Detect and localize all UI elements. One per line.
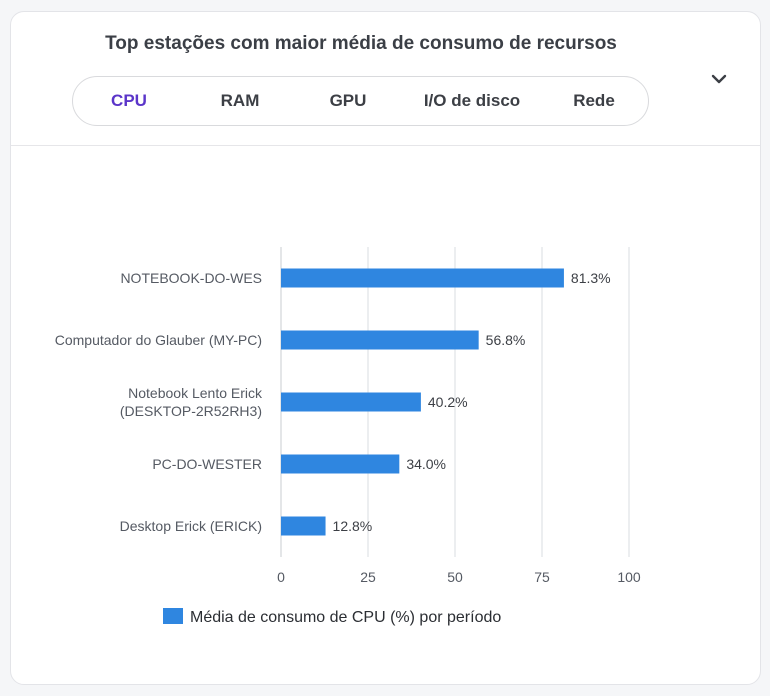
x-tick-label: 0 <box>277 569 285 585</box>
bar <box>281 330 479 350</box>
bar <box>281 454 400 474</box>
chart-card: Top estações com maior média de consumo … <box>10 11 761 685</box>
category-label: PC-DO-WESTER <box>152 456 262 472</box>
bar <box>281 392 421 412</box>
tab-disk-io[interactable]: I/O de disco <box>423 91 521 110</box>
category-label: (DESKTOP-2R52RH3) <box>120 403 262 419</box>
bar-value-label: 56.8% <box>486 332 526 348</box>
x-tick-label: 25 <box>360 569 376 585</box>
x-tick-label: 75 <box>534 569 550 585</box>
tab-network[interactable]: Rede <box>573 91 615 110</box>
chevron-down-icon[interactable] <box>708 68 730 90</box>
legend-label: Média de consumo de CPU (%) por período <box>190 609 501 626</box>
category-label: NOTEBOOK-DO-WES <box>120 270 262 286</box>
x-tick-label: 100 <box>617 569 641 585</box>
bar <box>281 268 564 288</box>
bar-value-label: 40.2% <box>428 394 468 410</box>
x-tick-label: 50 <box>447 569 463 585</box>
card-header: Top estações com maior média de consumo … <box>11 12 760 146</box>
bar <box>281 516 326 536</box>
bar-value-label: 81.3% <box>571 270 611 286</box>
category-label: Desktop Erick (ERICK) <box>120 518 262 534</box>
tab-cpu[interactable]: CPU <box>111 91 147 110</box>
chart-title: Top estações com maior média de consumo … <box>105 33 617 54</box>
category-label: Notebook Lento Erick <box>128 385 263 401</box>
legend-swatch <box>163 608 183 624</box>
category-label: Computador do Glauber (MY-PC) <box>55 332 262 348</box>
tab-ram[interactable]: RAM <box>220 91 260 110</box>
resource-tabs: CPU RAM GPU I/O de disco Rede <box>72 76 649 126</box>
bar-value-label: 12.8% <box>333 518 373 534</box>
tab-gpu[interactable]: GPU <box>329 91 367 110</box>
bar-value-label: 34.0% <box>406 456 446 472</box>
